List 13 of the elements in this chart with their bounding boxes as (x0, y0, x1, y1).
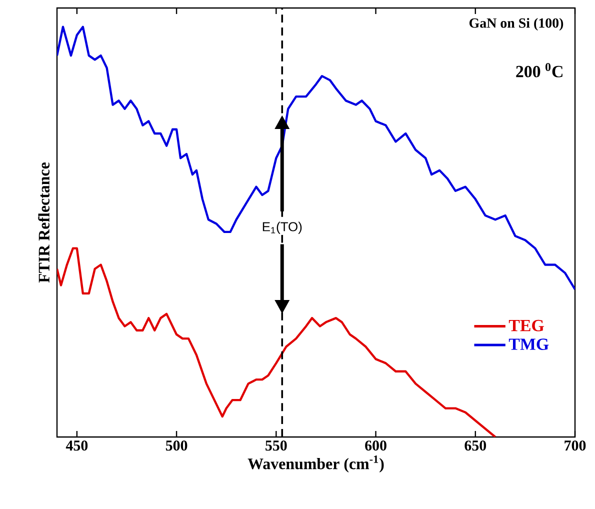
ref-line-label: E$_{1}$(TO) (262, 222, 302, 234)
x-tick-label: 450 (66, 440, 88, 451)
annotation: GaN on Si (100) (469, 18, 564, 31)
legend-label: TEG (508, 320, 544, 332)
x-tick-label: 550 (266, 440, 287, 451)
legend-label: TMG (508, 338, 549, 350)
annotation: 200 $^{0}$C (516, 62, 562, 78)
x-tick-label: 500 (166, 440, 188, 451)
y-axis-title: FTIR Reflectance (38, 162, 50, 283)
x-tick-label: 650 (464, 440, 486, 451)
x-axis-title: Wavenumber (cm$^{-1}$) (248, 455, 384, 472)
x-tick-label: 600 (365, 440, 386, 451)
x-tick-label: 700 (564, 440, 586, 451)
